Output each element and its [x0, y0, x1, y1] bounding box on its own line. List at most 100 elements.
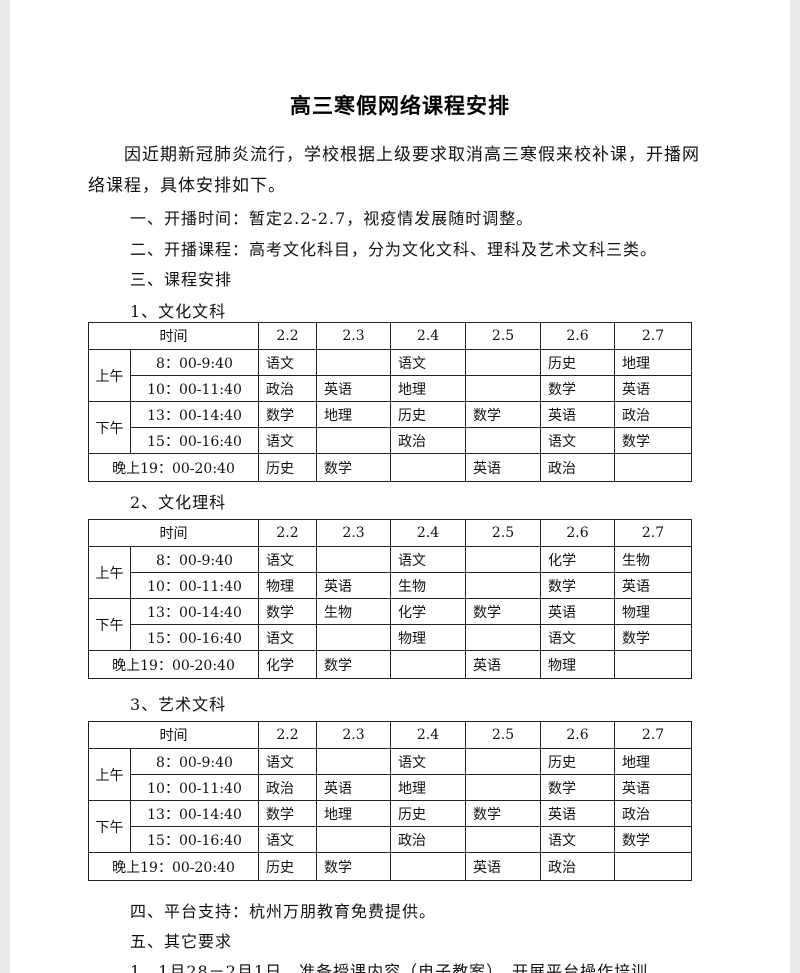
- slot-row: 下午 13：00-14:40 数学 地理 历史 数学 英语 政治: [88, 401, 692, 454]
- course-cell: [465, 748, 541, 775]
- course-cell: [465, 624, 541, 651]
- course-cell: 语文: [258, 546, 317, 573]
- course-cell: 数学: [465, 598, 541, 625]
- course-cell: 语文: [258, 826, 317, 853]
- header-cell: 2.5: [465, 322, 541, 350]
- list-item: 四、平台支持：杭州万朋教育免费提供。: [130, 902, 437, 921]
- course-cell: 数学: [614, 624, 692, 651]
- header-cell: 2.6: [540, 322, 615, 350]
- period-cell: 下午: [88, 401, 131, 454]
- header-cell: 2.4: [390, 519, 466, 547]
- course-cell: 英语: [316, 774, 391, 801]
- list-item: 1、1月28－2月1日，准备授课内容（电子教案），开展平台操作培训。: [130, 962, 666, 973]
- course-cell: [316, 748, 391, 775]
- course-cell: 数学: [614, 826, 692, 853]
- course-cell: 数学: [258, 598, 317, 625]
- slot-row: 15：00-16:40 语文 物理 语文 数学: [89, 624, 692, 651]
- course-cell: 政治: [614, 800, 692, 827]
- period-cell: 下午: [88, 800, 131, 853]
- course-cell: 历史: [540, 349, 615, 376]
- course-cell: 数学: [614, 427, 692, 454]
- schedule-table: 时间 2.2 2.3 2.4 2.5 2.6 2.7 上午 8：00-9:40 语文 语文 历史 地理 1…: [88, 322, 692, 482]
- header-row: 时间 2.2 2.3 2.4 2.5 2.6 2.7: [88, 519, 692, 547]
- time-cell: 10：00-11:40: [130, 572, 259, 599]
- header-cell: 2.5: [465, 721, 541, 749]
- course-cell: 化学: [390, 598, 466, 625]
- course-cell: [614, 453, 692, 482]
- time-cell: 10：00-11:40: [130, 375, 259, 402]
- course-cell: [614, 852, 692, 881]
- period-cell: 上午: [88, 546, 131, 599]
- slot-row: 上午 8：00-9:40 语文 语文 历史 地理: [88, 349, 692, 402]
- course-cell: [316, 427, 391, 454]
- header-cell: 2.3: [316, 322, 391, 350]
- period-cell: 上午: [88, 748, 131, 801]
- slot-row: 上午 8：00-9:40 语文 语文 化学 生物: [88, 546, 692, 599]
- time-cell: 10：00-11:40: [130, 774, 259, 801]
- course-cell: [316, 826, 391, 853]
- period-cell: 上午: [88, 349, 131, 402]
- time-cell: 8：00-9:40: [130, 546, 259, 573]
- slot-row: 15：00-16:40 语文 政治 语文 数学: [89, 427, 692, 454]
- list-item: 五、其它要求: [130, 932, 233, 951]
- course-cell: 语文: [258, 349, 317, 376]
- course-cell: 历史: [258, 852, 317, 881]
- course-cell: [465, 826, 541, 853]
- course-cell: [614, 650, 692, 679]
- course-cell: 政治: [390, 427, 466, 454]
- header-cell: 2.2: [258, 322, 317, 350]
- header-cell: 2.4: [390, 721, 466, 749]
- period-cell: 晚上19：00-20:40: [88, 852, 259, 881]
- course-cell: 语文: [258, 427, 317, 454]
- course-cell: 英语: [465, 650, 541, 679]
- list-item: 一、开播时间：暂定2.2-2.7，视疫情发展随时调整。: [130, 209, 534, 228]
- course-cell: 生物: [390, 572, 466, 599]
- course-cell: 英语: [614, 572, 692, 599]
- course-cell: 数学: [316, 453, 391, 482]
- slot-row: 下午 13：00-14:40 数学 地理 历史 数学 英语 政治: [88, 800, 692, 853]
- course-cell: [316, 624, 391, 651]
- list-item: 三、课程安排: [130, 270, 233, 289]
- time-cell: 13：00-14:40: [130, 401, 259, 428]
- schedule-table: 时间 2.2 2.3 2.4 2.5 2.6 2.7 上午 8：00-9:40 语文 语文 化学 生物 1…: [88, 519, 692, 679]
- course-cell: 政治: [540, 852, 615, 881]
- course-cell: 地理: [390, 774, 466, 801]
- slot-row: 10：00-11:40 政治 英语 地理 数学 英语: [89, 375, 692, 402]
- schedule-table: 时间 2.2 2.3 2.4 2.5 2.6 2.7 上午 8：00-9:40 语文 语文 历史 地理 1…: [88, 721, 692, 881]
- header-cell: 时间: [88, 721, 259, 749]
- header-cell: 2.6: [540, 519, 615, 547]
- course-cell: 数学: [540, 774, 615, 801]
- course-cell: 数学: [258, 401, 317, 428]
- course-cell: 语文: [390, 748, 466, 775]
- course-cell: 历史: [540, 748, 615, 775]
- period-cell: 晚上19：00-20:40: [88, 650, 259, 679]
- course-cell: [465, 349, 541, 376]
- section-heading: 2、文化理科: [130, 493, 227, 512]
- course-cell: 语文: [540, 826, 615, 853]
- course-cell: [465, 774, 541, 801]
- evening-row: 晚上19：00-20:40 化学 数学 英语 物理: [88, 650, 692, 679]
- course-cell: 政治: [540, 453, 615, 482]
- course-cell: 英语: [540, 800, 615, 827]
- course-cell: 化学: [258, 650, 317, 679]
- course-cell: 语文: [390, 349, 466, 376]
- time-cell: 13：00-14:40: [130, 598, 259, 625]
- course-cell: 英语: [316, 572, 391, 599]
- course-cell: 化学: [540, 546, 615, 573]
- course-cell: 政治: [258, 375, 317, 402]
- course-cell: 政治: [258, 774, 317, 801]
- course-cell: 历史: [390, 800, 466, 827]
- list-item: 二、开播课程：高考文化科目，分为文化文科、理科及艺术文科三类。: [130, 240, 658, 259]
- header-cell: 2.7: [614, 322, 692, 350]
- course-cell: 物理: [540, 650, 615, 679]
- intro: 因近期新冠肺炎流行，学校根据上级要求取消高三寒假来校补课，开播网络课程，具体安排…: [88, 145, 700, 196]
- course-cell: 语文: [540, 427, 615, 454]
- header-row: 时间 2.2 2.3 2.4 2.5 2.6 2.7: [88, 322, 692, 350]
- course-cell: 物理: [614, 598, 692, 625]
- course-cell: 语文: [258, 624, 317, 651]
- slot-row: 上午 8：00-9:40 语文 语文 历史 地理: [88, 748, 692, 801]
- course-cell: 物理: [390, 624, 466, 651]
- header-cell: 2.7: [614, 519, 692, 547]
- title: 高三寒假网络课程安排: [290, 93, 510, 118]
- evening-row: 晚上19：00-20:40 历史 数学 英语 政治: [88, 852, 692, 881]
